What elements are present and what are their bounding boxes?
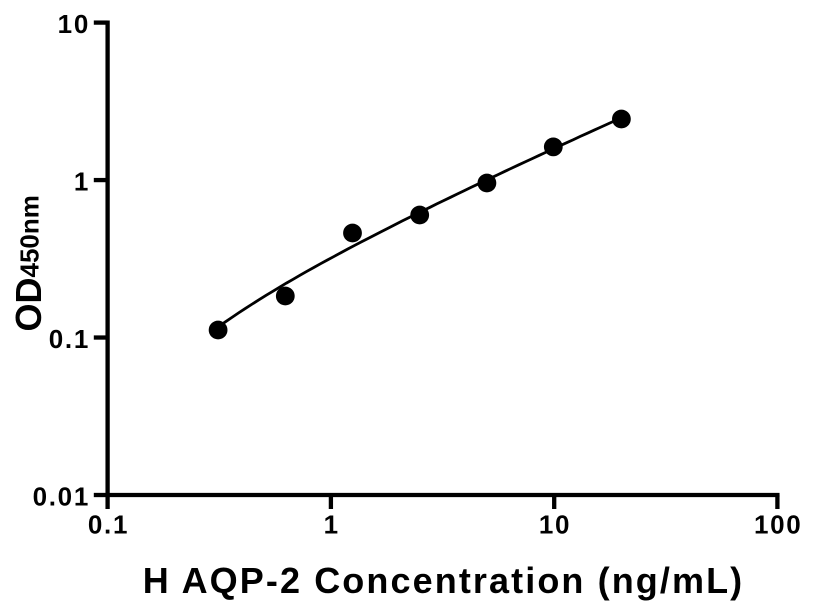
svg-text:100: 100 [754,509,802,539]
svg-text:10: 10 [539,509,571,539]
svg-text:0.1: 0.1 [49,324,90,354]
svg-text:H AQP-2 Concentration (ng/mL): H AQP-2 Concentration (ng/mL) [143,560,745,601]
svg-text:0.1: 0.1 [88,509,129,539]
svg-text:0.01: 0.01 [33,481,90,511]
svg-text:10: 10 [58,9,90,39]
svg-text:1: 1 [324,509,340,539]
svg-text:1: 1 [74,166,90,196]
svg-text:OD450nm: OD450nm [8,195,49,331]
